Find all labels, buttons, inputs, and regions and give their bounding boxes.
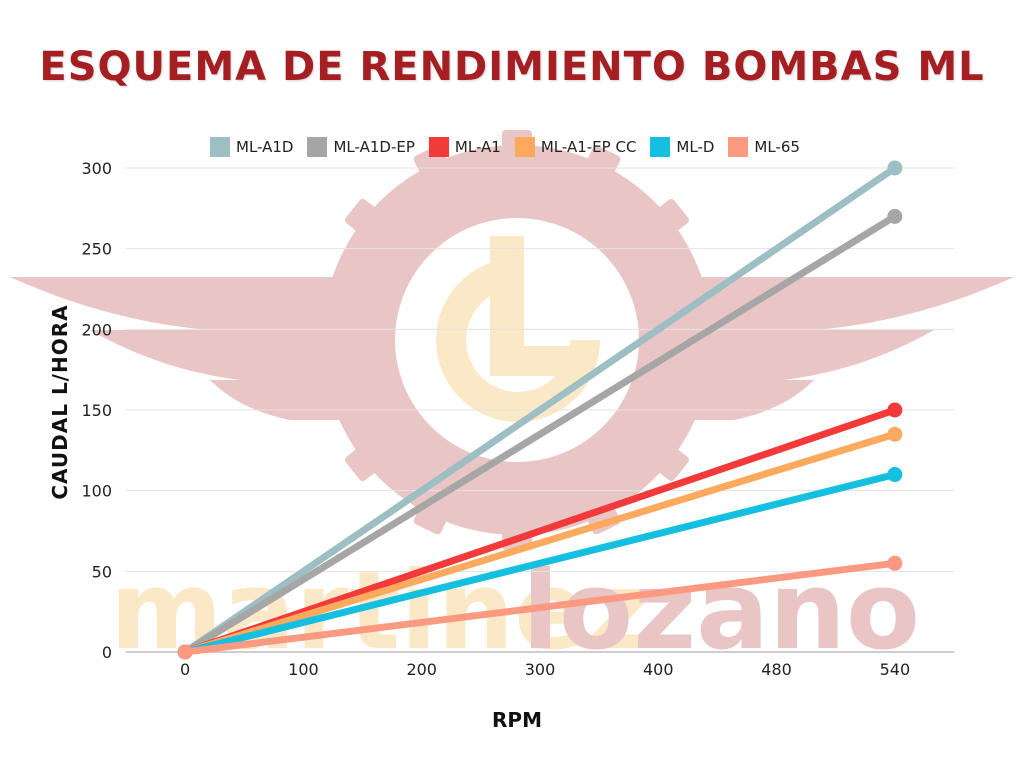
legend-item: ML-65 [728,137,800,157]
series-line [181,406,899,656]
x-tick-label: 540 [880,660,911,679]
y-tick-label: 0 [102,643,112,662]
x-tick-label: 200 [406,660,437,679]
data-point [177,644,193,660]
y-axis-ticks: 0 50 100 150 200 250 300 [81,159,112,662]
legend-label: ML-A1D [236,138,294,156]
legend-item: ML-A1D-EP [307,137,415,157]
series-ml-65 [177,555,903,660]
legend-swatch [428,137,449,157]
legend-item: ML-A1 [428,137,501,157]
chart-title: ESQUEMA DE RENDIMIENTO BOMBAS ML [39,44,985,90]
x-tick-label: 480 [761,660,792,679]
y-tick-label: 150 [81,401,112,420]
brand-watermark: martinez lozano [10,130,1014,674]
legend-swatch [210,137,230,157]
series-line [181,471,899,656]
series-line [181,430,899,656]
series-line [181,164,899,656]
legend-swatch [728,137,749,157]
x-tick-label: 400 [643,660,674,679]
chart-series [177,160,903,660]
watermark-ld-emblem [435,236,600,422]
legend-label: ML-D [676,138,715,156]
data-point [887,402,903,418]
y-axis-label: CAUDAL L/HORA [48,304,72,500]
data-point [887,467,903,483]
series-line [181,559,899,656]
data-point [887,555,903,571]
legend-swatch [650,137,671,157]
legend-item: ML-A1D [210,137,293,157]
data-point [887,160,903,176]
y-tick-label: 300 [81,159,112,178]
x-axis-label: RPM [492,708,542,732]
legend-swatch [307,137,328,157]
chart-legend: ML-A1D ML-A1D-EP ML-A1 ML-A1-EP CC ML-D ML-65 [210,137,800,157]
legend-label: ML-A1-EP CC [540,138,637,156]
legend-swatch [514,137,535,157]
y-tick-label: 200 [81,320,112,339]
y-tick-label: 100 [81,482,112,501]
y-tick-label: 50 [92,562,112,581]
legend-label: ML-A1 [454,138,501,156]
x-tick-label: 100 [288,660,319,679]
x-tick-label: 300 [525,660,556,679]
data-point [887,426,903,442]
x-axis-ticks: 0 100 200 300 400 480 540 [180,660,910,679]
legend-item: ML-D [650,137,714,157]
legend-label: ML-65 [754,138,800,156]
y-tick-label: 250 [81,240,112,259]
legend-item: ML-A1-EP CC [514,137,637,157]
data-point [887,208,903,224]
x-tick-label: 0 [180,660,190,679]
legend-label: ML-A1D-EP [333,138,415,156]
series-line [181,212,899,656]
